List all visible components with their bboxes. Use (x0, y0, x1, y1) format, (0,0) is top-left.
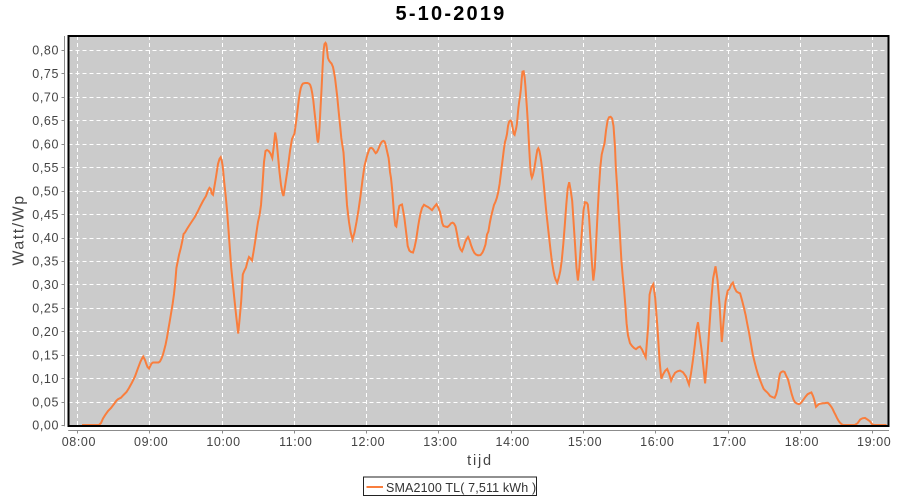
svg-text:15:00: 15:00 (568, 435, 602, 449)
svg-text:0,15: 0,15 (32, 348, 59, 362)
svg-text:0,70: 0,70 (32, 91, 59, 105)
svg-text:0,40: 0,40 (32, 231, 59, 245)
svg-text:17:00: 17:00 (712, 435, 746, 449)
svg-text:0,50: 0,50 (32, 184, 59, 198)
svg-text:0,05: 0,05 (32, 395, 59, 409)
svg-text:0,00: 0,00 (32, 419, 59, 433)
svg-text:0,35: 0,35 (32, 255, 59, 269)
svg-text:09:00: 09:00 (134, 435, 168, 449)
svg-text:0,20: 0,20 (32, 325, 59, 339)
svg-text:16:00: 16:00 (640, 435, 674, 449)
svg-text:Watt/Wp: Watt/Wp (10, 194, 27, 265)
svg-text:12:00: 12:00 (351, 435, 385, 449)
svg-text:0,65: 0,65 (32, 114, 59, 128)
svg-text:0,45: 0,45 (32, 208, 59, 222)
svg-text:0,80: 0,80 (32, 44, 59, 58)
svg-text:SMA2100 TL( 7,511 kWh ): SMA2100 TL( 7,511 kWh ) (386, 481, 536, 495)
svg-text:10:00: 10:00 (206, 435, 240, 449)
svg-text:11:00: 11:00 (279, 435, 312, 449)
svg-text:18:00: 18:00 (785, 435, 819, 449)
svg-text:13:00: 13:00 (423, 435, 457, 449)
svg-text:0,55: 0,55 (32, 161, 59, 175)
svg-text:19:00: 19:00 (857, 435, 891, 449)
svg-text:0,60: 0,60 (32, 137, 59, 151)
svg-text:08:00: 08:00 (62, 435, 96, 449)
svg-text:0,30: 0,30 (32, 278, 59, 292)
svg-text:0,25: 0,25 (32, 302, 59, 316)
svg-text:0,75: 0,75 (32, 67, 59, 81)
svg-text:tijd: tijd (467, 453, 493, 469)
svg-text:0,10: 0,10 (32, 372, 59, 386)
svg-text:14:00: 14:00 (496, 435, 530, 449)
svg-text:5-10-2019: 5-10-2019 (396, 3, 507, 25)
